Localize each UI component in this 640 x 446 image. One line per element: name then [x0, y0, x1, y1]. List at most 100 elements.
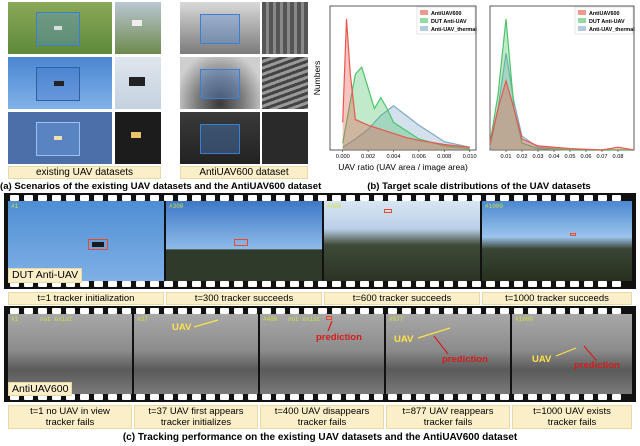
sprocket-hole [122, 394, 131, 400]
anti-caption-400: t=400 UAV disappears tracker fails [260, 405, 384, 429]
tracking-box [384, 209, 392, 213]
sprocket-hole [304, 281, 313, 287]
x-tick-label: 0.010 [463, 154, 477, 160]
arrow-icon [583, 345, 597, 361]
series-line [489, 78, 635, 151]
sprocket-hole [206, 195, 215, 201]
sprocket-hole [598, 281, 607, 287]
dut-caption-1000: t=1000 tracker succeeds [482, 292, 632, 305]
x-tick-label: 0.05 [565, 154, 576, 160]
existing-img-2 [115, 2, 161, 54]
sprocket-hole [360, 281, 369, 287]
sprocket-hole [304, 308, 313, 314]
legend-label: Anti-UAV_thermal [589, 27, 635, 33]
sprocket-hole [234, 394, 243, 400]
sprocket-hole [416, 281, 425, 287]
sprocket-hole [220, 195, 229, 201]
sprocket-hole [528, 308, 537, 314]
sprocket-hole [52, 281, 61, 287]
sprocket-hole [584, 308, 593, 314]
existing-img-6 [115, 112, 161, 164]
x-tick-label: 0.04 [549, 154, 560, 160]
series-area [342, 18, 470, 151]
anti-caption-37: t=37 UAV first appears tracker initialize… [134, 405, 258, 429]
legend-swatch [578, 10, 586, 15]
sprocket-hole [360, 308, 369, 314]
anti-frame-1: #1 not exist [8, 314, 132, 394]
sprocket-hole [66, 281, 75, 287]
existing-img-4 [115, 57, 161, 109]
arrow-icon [193, 319, 219, 328]
sprocket-hole [234, 195, 243, 201]
sprocket-hole [10, 394, 19, 400]
panel-a-images [8, 2, 308, 164]
sprocket-hole [346, 281, 355, 287]
sprocket-hole [360, 394, 369, 400]
anti-frame-877: #877 UAV prediction [386, 314, 510, 394]
sprocket-hole [570, 394, 579, 400]
caption-line-1: t=400 UAV disappears [274, 406, 370, 417]
anti-img-1 [180, 2, 260, 54]
anti-img-2 [262, 2, 308, 54]
sprocket-hole [416, 195, 425, 201]
sprocket-hole [52, 308, 61, 314]
sprocket-hole [584, 281, 593, 287]
sprocket-hole [542, 308, 551, 314]
sprocket-hole [38, 281, 47, 287]
sprocket-hole [24, 281, 33, 287]
legend-swatch [420, 10, 428, 15]
sprocket-hole [80, 308, 89, 314]
sprocket-hole [108, 394, 117, 400]
x-tick-label: 0.000 [336, 154, 350, 160]
sprocket-hole [248, 308, 257, 314]
series-area [342, 67, 470, 150]
sprocket-hole [66, 308, 75, 314]
sprocket-hole [136, 281, 145, 287]
legend-label: DUT Anti-UAV [431, 19, 467, 25]
series-line [342, 66, 470, 150]
series-line [342, 18, 470, 148]
series-area [490, 53, 634, 150]
existing-img-5 [8, 112, 112, 164]
sprocket-hole [556, 281, 565, 287]
sprocket-hole [514, 281, 523, 287]
sprocket-hole [262, 394, 271, 400]
arrow-icon [555, 347, 577, 357]
sprocket-hole [332, 394, 341, 400]
panel-c-caption: (c) Tracking performance on the existing… [122, 432, 518, 443]
sprocket-hole [444, 195, 453, 201]
scale-distribution-chart-2: 0.01 0.02 0.03 0.04 0.05 0.06 0.07 0.08 AntiUAV6… [489, 5, 635, 160]
sprocket-hole [542, 195, 551, 201]
sprocket-hole [612, 394, 621, 400]
x-tick-label: 0.08 [613, 154, 624, 160]
legend-swatch [578, 26, 586, 31]
sprocket-hole [122, 308, 131, 314]
sprocket-hole [458, 195, 467, 201]
anti-img-4 [262, 57, 308, 109]
sprocket-hole [220, 308, 229, 314]
sprocket-hole [136, 195, 145, 201]
x-tick-label: 0.03 [533, 154, 544, 160]
frame-number: #1 [11, 316, 19, 323]
sprocket-hole [94, 308, 103, 314]
caption-line-2: tracker fails [45, 417, 95, 428]
uav-annotation: UAV [394, 334, 414, 345]
arrow-icon [433, 335, 449, 355]
sprocket-hole [304, 195, 313, 201]
sprocket-hole [374, 308, 383, 314]
dut-frame-1000: #1000 [482, 201, 632, 281]
sprocket-hole [276, 308, 285, 314]
arrow-icon [327, 320, 333, 332]
anti-frame-400: #400 not exist prediction [260, 314, 384, 394]
sprocket-hole [486, 308, 495, 314]
caption-line-2: tracker fails [423, 417, 473, 428]
sprocket-hole [290, 195, 299, 201]
sprocket-hole [150, 308, 159, 314]
caption-line-1: t=1000 UAV exists [533, 406, 611, 417]
sprocket-hole [528, 281, 537, 287]
sprocket-hole [24, 195, 33, 201]
anti-img-5 [180, 112, 260, 164]
sprocket-hole [136, 394, 145, 400]
x-tick-label: 0.002 [361, 154, 375, 160]
sprocket-hole [388, 394, 397, 400]
